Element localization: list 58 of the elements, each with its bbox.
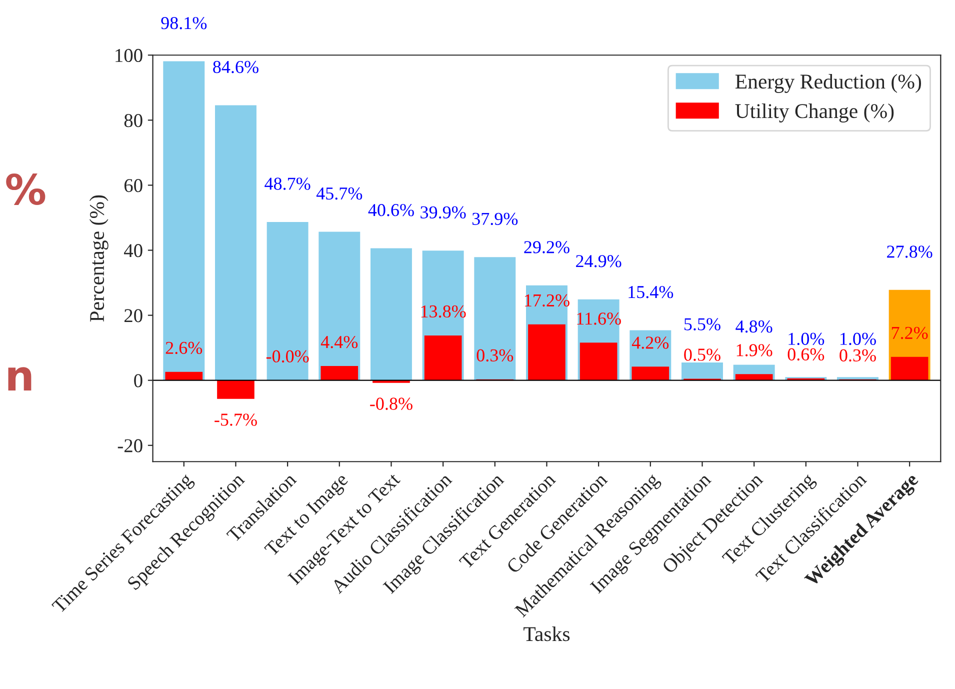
bar xyxy=(320,366,358,380)
y-tick-label: 60 xyxy=(124,179,142,192)
data-label: 0.5% xyxy=(684,348,720,361)
data-label: 0.3% xyxy=(476,349,514,362)
data-label: 2.6% xyxy=(166,342,202,354)
data-label: 11.6% xyxy=(577,312,621,325)
data-label: 15.4% xyxy=(628,286,674,298)
data-label: 98.1% xyxy=(161,16,207,30)
bar xyxy=(370,248,412,380)
bar xyxy=(266,222,308,380)
data-label: 0.3% xyxy=(840,349,876,362)
data-label: -0.0% xyxy=(266,350,309,363)
bar xyxy=(165,372,203,380)
y-axis-title: Percentage (%) xyxy=(89,195,108,322)
bar xyxy=(318,232,360,380)
y-tick-label: 0 xyxy=(134,374,142,388)
data-label: 1.0% xyxy=(788,332,824,346)
text: % xyxy=(6,173,46,206)
data-label: 1.0% xyxy=(840,332,876,346)
data-label: 4.4% xyxy=(320,336,358,348)
legend-label: Utility Change (%) xyxy=(735,103,894,122)
data-label: 29.2% xyxy=(524,241,570,254)
bar xyxy=(474,257,516,380)
y-tick-label: 40 xyxy=(124,244,142,258)
bar xyxy=(215,105,256,380)
x-axis-title: Tasks xyxy=(524,626,570,642)
data-label: 5.5% xyxy=(684,318,720,330)
y-tick-label: -20 xyxy=(118,439,142,452)
data-label: -0.8% xyxy=(370,398,412,410)
y-tick-label: 80 xyxy=(124,114,142,128)
bar xyxy=(528,324,566,380)
data-label: 17.2% xyxy=(525,294,570,307)
bar xyxy=(735,374,773,380)
data-label: 7.2% xyxy=(892,326,928,340)
y-tick-label: 100 xyxy=(116,48,142,62)
bar xyxy=(217,380,254,399)
data-label: 4.2% xyxy=(632,336,669,349)
text: n xyxy=(8,367,32,390)
bar xyxy=(163,61,205,380)
legend-label: Energy Reduction (%) xyxy=(735,74,922,93)
data-label: 37.9% xyxy=(472,212,518,226)
data-label: 39.9% xyxy=(420,206,466,219)
data-label: 24.9% xyxy=(576,255,622,268)
data-label: 1.9% xyxy=(736,344,772,356)
data-label: 0.6% xyxy=(788,348,824,361)
data-label: 45.7% xyxy=(316,187,362,200)
bar xyxy=(890,356,928,380)
y-tick-label: 20 xyxy=(124,309,142,322)
bar xyxy=(632,366,670,380)
bar xyxy=(424,335,462,380)
data-label: 40.6% xyxy=(368,204,414,216)
data-label: 4.8% xyxy=(736,320,772,333)
data-label: -5.7% xyxy=(214,414,257,426)
data-label: 13.8% xyxy=(421,305,466,318)
data-label: 48.7% xyxy=(264,178,310,190)
data-label: 27.8% xyxy=(887,246,932,258)
bar xyxy=(580,342,618,380)
data-label: 84.6% xyxy=(213,60,258,74)
